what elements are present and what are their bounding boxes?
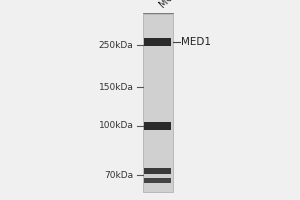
Text: MED1: MED1: [182, 37, 212, 47]
Bar: [144, 38, 171, 46]
Bar: [142, 14, 172, 192]
Text: 70kDa: 70kDa: [104, 170, 134, 180]
Text: 250kDa: 250kDa: [99, 40, 134, 49]
Bar: [144, 122, 171, 130]
Text: 150kDa: 150kDa: [99, 83, 134, 92]
Text: MCF7: MCF7: [158, 0, 184, 9]
Bar: [144, 168, 171, 174]
Text: 100kDa: 100kDa: [99, 121, 134, 130]
Bar: [144, 178, 171, 182]
